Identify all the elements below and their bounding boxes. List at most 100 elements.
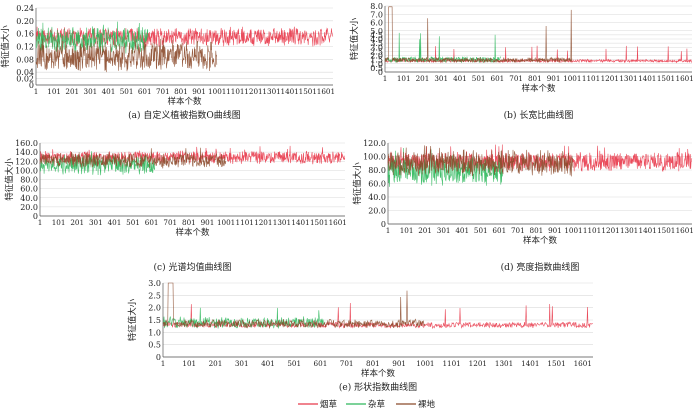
y-tick-label: 120.0 xyxy=(15,157,38,166)
y-tick-label: 0 xyxy=(381,220,386,229)
x-axis-title: 样本个数 xyxy=(523,235,558,246)
chart-caption: (d) 亮度指数曲线图 xyxy=(501,261,580,273)
y-tick-label: 5.0 xyxy=(370,27,383,36)
x-tick-label: 301 xyxy=(235,359,249,368)
x-tick-label: 1401 xyxy=(638,74,656,83)
y-tick-label: 0.12 xyxy=(16,43,34,52)
x-tick-label: 301 xyxy=(84,87,98,96)
x-tick-label: 1301 xyxy=(495,359,513,368)
x-tick-label: 701 xyxy=(509,74,523,83)
x-tick-label: 901 xyxy=(192,87,206,96)
legend-label: 裸地 xyxy=(418,399,436,410)
y-tick-label: 3.5 xyxy=(370,39,383,48)
x-tick-label: 401 xyxy=(102,87,116,96)
x-tick-label: 1601 xyxy=(317,87,335,96)
x-tick-label: 1601 xyxy=(676,226,694,235)
x-tick-label: 1401 xyxy=(291,218,309,227)
x-tick-label: 601 xyxy=(314,359,328,368)
y-tick-label: 2.0 xyxy=(370,52,383,61)
chart-caption: (e) 形状指数曲线图 xyxy=(339,381,417,393)
y-tick-label: 40.0 xyxy=(368,193,386,202)
x-tick-label: 1001 xyxy=(217,218,235,227)
series-line-裸地 xyxy=(387,145,574,177)
x-tick-label: 1 xyxy=(386,226,391,235)
x-tick-label: 1101 xyxy=(582,74,600,83)
y-tick-label: 0 xyxy=(29,81,34,90)
x-tick-label: 201 xyxy=(70,218,84,227)
y-tick-label: 0.02 xyxy=(16,75,34,84)
x-tick-label: 1301 xyxy=(273,218,291,227)
x-tick-label: 101 xyxy=(47,87,61,96)
series-line-裸地 xyxy=(162,282,425,329)
y-tick-label: 8.0 xyxy=(370,2,383,11)
y-tick-label: 6.0 xyxy=(370,19,383,28)
x-axis-title: 样本个数 xyxy=(175,227,210,238)
x-tick-label: 1601 xyxy=(329,218,347,227)
x-tick-label: 501 xyxy=(287,359,301,368)
chart-panel-e: 00.51.01.52.02.53.01 101 201 301 401 501 601 70… xyxy=(127,279,593,393)
x-axis-title: 样本个数 xyxy=(361,368,396,379)
x-tick-label: 1201 xyxy=(254,218,272,227)
x-tick-label: 401 xyxy=(455,226,469,235)
x-tick-label: 601 xyxy=(492,226,506,235)
y-tick-label: 0.04 xyxy=(16,68,34,77)
x-tick-label: 701 xyxy=(340,359,354,368)
y-tick-label: 120.0 xyxy=(363,139,386,148)
y-axis-title: 特征值大小 xyxy=(349,17,360,60)
x-tick-label: 701 xyxy=(163,218,177,227)
y-tick-label: 4.5 xyxy=(370,31,383,40)
x-tick-label: 1001 xyxy=(563,74,581,83)
x-tick-label: 1101 xyxy=(236,218,254,227)
y-tick-label: 3.0 xyxy=(370,43,383,52)
y-tick-label: 0.16 xyxy=(16,30,34,39)
y-tick-label: 160.0 xyxy=(15,139,38,148)
y-tick-label: 0.08 xyxy=(16,55,34,64)
y-tick-label: 140.0 xyxy=(15,148,38,157)
x-tick-label: 1201 xyxy=(601,74,619,83)
x-tick-label: 401 xyxy=(453,74,467,83)
x-tick-label: 1601 xyxy=(574,359,592,368)
x-tick-label: 101 xyxy=(182,359,196,368)
x-tick-label: 1 xyxy=(38,218,43,227)
x-tick-label: 501 xyxy=(472,74,486,83)
x-tick-label: 1401 xyxy=(521,359,539,368)
x-tick-label: 901 xyxy=(548,226,562,235)
x-tick-label: 901 xyxy=(392,359,406,368)
series-line-裸地 xyxy=(35,37,218,73)
x-tick-label: 1101 xyxy=(442,359,460,368)
x-tick-label: 1401 xyxy=(281,87,299,96)
x-tick-label: 1601 xyxy=(676,74,694,83)
y-tick-label: 2.5 xyxy=(148,291,161,300)
y-axis-title: 特征值大小 xyxy=(0,25,11,68)
y-tick-label: 0 xyxy=(156,353,161,362)
y-tick-label: 80.0 xyxy=(20,176,38,185)
y-tick-label: 1.0 xyxy=(148,328,161,337)
x-tick-label: 1501 xyxy=(657,226,675,235)
x-tick-label: 1101 xyxy=(583,226,601,235)
x-tick-label: 501 xyxy=(474,226,488,235)
y-tick-label: 100.0 xyxy=(15,166,38,175)
legend-label: 杂草 xyxy=(368,399,386,410)
chart-caption: (b) 长宽比曲线图 xyxy=(504,109,574,121)
y-tick-label: 20.0 xyxy=(368,207,386,216)
x-tick-label: 401 xyxy=(261,359,275,368)
y-tick-label: 3.0 xyxy=(148,279,161,288)
y-tick-label: 60.0 xyxy=(20,185,38,194)
x-tick-label: 1301 xyxy=(619,74,637,83)
y-axis-title: 特征值大小 xyxy=(127,298,138,341)
x-tick-label: 201 xyxy=(416,74,430,83)
x-tick-label: 1101 xyxy=(226,87,244,96)
x-tick-label: 601 xyxy=(491,74,505,83)
x-axis-title: 样本个数 xyxy=(167,96,202,107)
x-tick-label: 1501 xyxy=(657,74,675,83)
x-tick-label: 901 xyxy=(547,74,561,83)
x-tick-label: 1401 xyxy=(639,226,657,235)
x-tick-label: 801 xyxy=(530,226,544,235)
x-tick-label: 501 xyxy=(126,218,140,227)
series-line-裸地 xyxy=(384,6,573,64)
chart-caption: (a) 自定义植被指数O曲线图 xyxy=(128,109,241,121)
x-tick-label: 1501 xyxy=(547,359,565,368)
